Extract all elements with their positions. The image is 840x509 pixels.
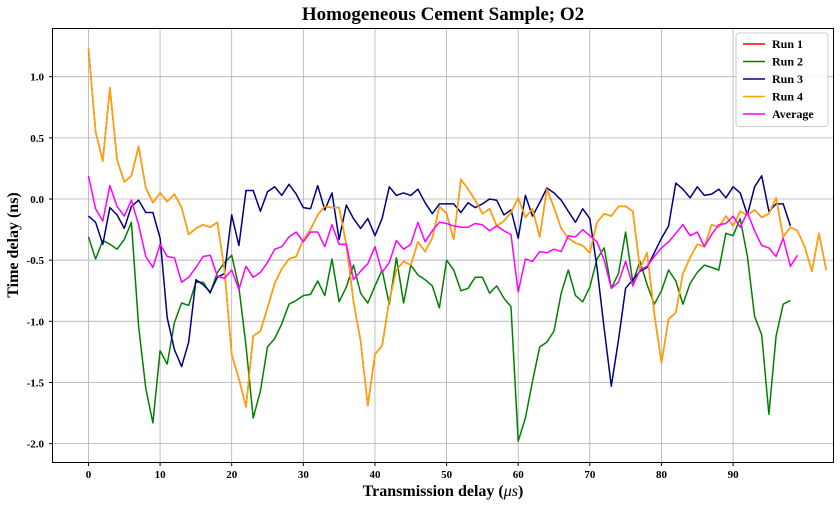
y-tick-label: -0.5 — [27, 255, 45, 267]
legend: Run 1 Run 2 Run 3 Run 4 Average — [735, 32, 829, 127]
x-axis-label: Transmission delay (μs) — [363, 483, 524, 500]
x-tick-label: 70 — [584, 469, 596, 481]
legend-entry-label: Run 4 — [772, 90, 803, 104]
x-tick-label: 50 — [441, 469, 453, 481]
x-axis-label-unit: μs — [503, 483, 518, 500]
series-line-run-2 — [87, 217, 791, 442]
x-axis-label-main: Transmission delay ( — [363, 483, 504, 500]
x-tick-label: 90 — [728, 469, 740, 481]
y-tick-label: 1.0 — [30, 72, 44, 84]
x-tick-label: 0 — [86, 469, 92, 481]
x-axis-ticks: 0 10 20 30 40 50 60 70 80 90 — [86, 462, 739, 481]
legend-entry-label: Run 1 — [772, 37, 803, 51]
x-tick-label: 30 — [298, 469, 310, 481]
series-lines — [87, 48, 827, 442]
y-tick-label: -2.0 — [27, 439, 45, 451]
series-line-average — [87, 175, 799, 293]
y-tick-label: 0.0 — [30, 194, 44, 206]
legend-box — [735, 32, 829, 127]
series-line-run-3 — [88, 175, 792, 387]
x-tick-label: 80 — [656, 469, 668, 481]
legend-entry-label: Average — [772, 107, 814, 121]
y-tick-label: 0.5 — [30, 133, 44, 145]
x-axis-label-end: ) — [518, 483, 523, 500]
x-tick-label: 20 — [226, 469, 238, 481]
chart-title: Homogeneous Cement Sample; O2 — [302, 4, 584, 25]
legend-entry-label: Run 3 — [772, 72, 803, 86]
plot-frame — [52, 28, 834, 463]
grid-lines — [53, 29, 833, 462]
y-axis-ticks: -2.0 -1.5 -1.0 -0.5 0.0 0.5 1.0 — [27, 72, 53, 451]
x-tick-label: 40 — [369, 469, 381, 481]
y-tick-label: -1.5 — [27, 377, 45, 389]
x-tick-label: 60 — [513, 469, 525, 481]
x-tick-label: 10 — [155, 469, 167, 481]
y-tick-label: -1.0 — [27, 316, 45, 328]
series-line-run-4 — [87, 48, 827, 408]
legend-entry-label: Run 2 — [772, 55, 803, 69]
y-axis-label: Time delay (ns) — [5, 192, 22, 297]
